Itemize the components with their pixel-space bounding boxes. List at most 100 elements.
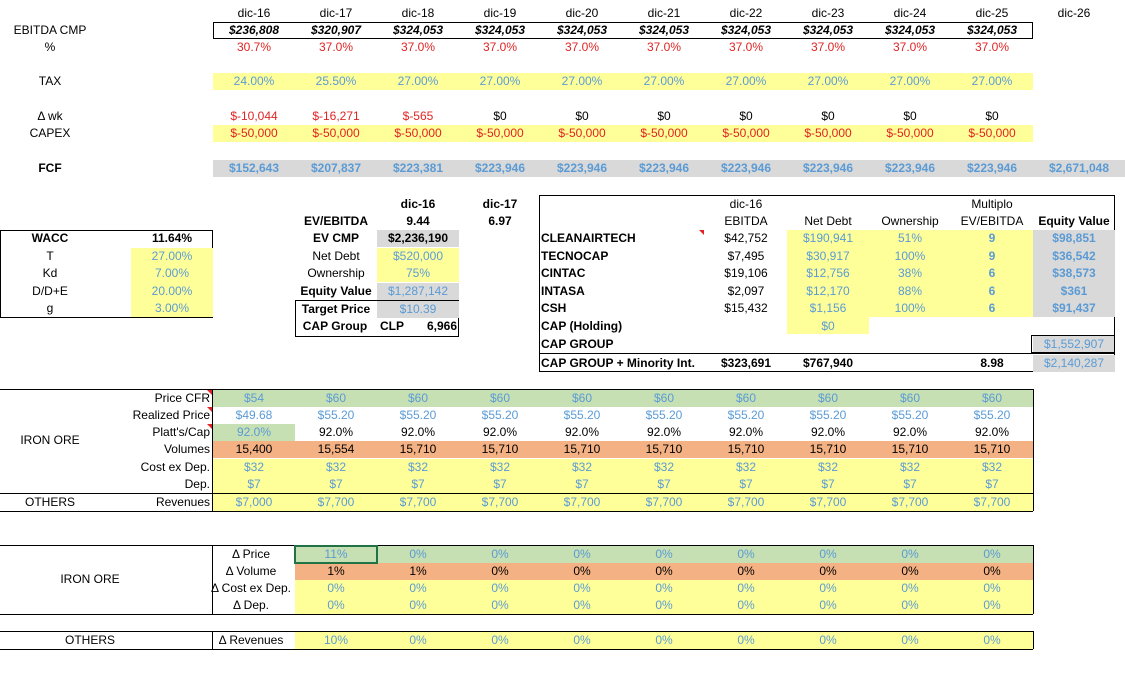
wacc-value[interactable]: 3.00% — [154, 301, 190, 315]
ops-cell-cost[interactable]: $32 — [653, 460, 675, 474]
tax-cell[interactable]: 25.50% — [315, 74, 357, 88]
sens-cell-volume[interactable]: 1% — [409, 564, 427, 578]
tax-cell[interactable]: 27.00% — [889, 74, 931, 88]
sens-cell-cost[interactable]: 0% — [327, 581, 345, 595]
subs-own[interactable]: 88% — [897, 283, 923, 298]
year-header[interactable]: dic-25 — [975, 6, 1009, 20]
fcf-cell[interactable]: $223,946 — [720, 161, 772, 175]
iron-ore-label[interactable]: IRON ORE — [20, 433, 80, 447]
sens-cell-price[interactable]: 0% — [491, 547, 509, 561]
margin-cell[interactable]: 37.0% — [482, 40, 518, 54]
subs-total-ebitda[interactable]: $323,691 — [720, 356, 772, 370]
sens-cell-volume[interactable]: 0% — [737, 564, 755, 578]
wk-cell[interactable]: $0 — [903, 109, 917, 123]
sens-iron-label[interactable]: IRON ORE — [60, 572, 120, 586]
ops-cell-price_cfr[interactable]: $60 — [735, 391, 757, 405]
capex-cell[interactable]: $-50,000 — [230, 126, 278, 140]
row-label-wk[interactable]: Δ wk — [37, 109, 63, 123]
sens-cell-volume[interactable]: 1% — [327, 564, 345, 578]
capex-cell[interactable]: $-50,000 — [968, 126, 1016, 140]
ops-cell-revenues[interactable]: $7,700 — [317, 495, 355, 509]
subs-header[interactable]: Ownership — [881, 214, 939, 228]
ops-cell-price_cfr[interactable]: $60 — [981, 391, 1003, 405]
ops-cell-dep[interactable]: $7 — [657, 477, 671, 491]
wk-cell[interactable]: $-565 — [402, 109, 434, 123]
margin-cell[interactable]: 37.0% — [892, 40, 928, 54]
sens-cell-volume[interactable]: 0% — [573, 564, 591, 578]
margin-cell[interactable]: 37.0% — [646, 40, 682, 54]
sens-cell-dep[interactable]: 0% — [409, 598, 427, 612]
ev-ebitda-value[interactable]: 9.44 — [406, 214, 430, 228]
sens-cell-price[interactable]: 0% — [819, 547, 837, 561]
fcf-cell[interactable]: $207,837 — [310, 161, 362, 175]
ops-cell-realized[interactable]: $55.20 — [973, 408, 1011, 422]
ops-cell-price_cfr[interactable]: $60 — [817, 391, 839, 405]
ebitda-cell[interactable]: $324,053 — [392, 23, 444, 37]
ebitda-cell[interactable]: $236,808 — [228, 23, 280, 37]
sens-cell-revenues[interactable]: 0% — [655, 633, 673, 647]
wk-cell[interactable]: $-16,271 — [312, 109, 360, 123]
sens-label-dep[interactable]: Δ Dep. — [232, 598, 270, 612]
tax-cell[interactable]: 27.00% — [479, 74, 521, 88]
subs-debt[interactable]: $30,917 — [806, 248, 850, 263]
ops-label-platts[interactable]: Platt's/Cap — [152, 425, 210, 439]
ops-cell-price_cfr[interactable]: $54 — [243, 391, 265, 405]
ops-cell-revenues[interactable]: $7,700 — [973, 495, 1011, 509]
ops-cell-volumes[interactable]: 15,710 — [645, 442, 683, 456]
ops-cell-volumes[interactable]: 15,400 — [235, 442, 273, 456]
sens-cell-dep[interactable]: 0% — [901, 598, 919, 612]
subs-own[interactable]: 100% — [894, 301, 926, 315]
sens-cell-cost[interactable]: 0% — [409, 581, 427, 595]
tax-cell[interactable]: 27.00% — [561, 74, 603, 88]
margin-cell[interactable]: 37.0% — [400, 40, 436, 54]
subs-group[interactable]: CAP GROUP — [541, 337, 614, 351]
fcf-cell[interactable]: $2,671,048 — [1048, 161, 1110, 175]
ops-cell-revenues[interactable]: $7,700 — [399, 495, 437, 509]
fcf-cell[interactable]: $223,946 — [638, 161, 690, 175]
ops-cell-price_cfr[interactable]: $60 — [571, 391, 593, 405]
sens-label-volume[interactable]: Δ Volume — [225, 564, 277, 578]
ops-cell-platts[interactable]: 92.0% — [646, 425, 682, 439]
comment-indicator-icon[interactable] — [207, 407, 212, 412]
sens-cell-volume[interactable]: 0% — [901, 564, 919, 578]
sens-cell-price[interactable]: 0% — [409, 547, 427, 561]
ops-cell-revenues[interactable]: $7,700 — [809, 495, 847, 509]
ops-label-revenues[interactable]: Revenues — [155, 495, 210, 509]
subs-mult[interactable]: 9 — [988, 231, 996, 245]
subs-holding-debt[interactable]: $0 — [821, 319, 835, 333]
year-header[interactable]: dic-23 — [811, 6, 845, 20]
ops-cell-revenues[interactable]: $7,700 — [481, 495, 519, 509]
ops-cell-realized[interactable]: $55.20 — [563, 408, 601, 422]
capex-cell[interactable]: $-50,000 — [804, 126, 852, 140]
subs-total[interactable]: CAP GROUP + Minority Int. — [541, 356, 695, 370]
others-label[interactable]: OTHERS — [24, 495, 75, 509]
sens-label-cost[interactable]: Δ Cost ex Dep. — [210, 581, 292, 595]
tax-cell[interactable]: 27.00% — [971, 74, 1013, 88]
year-header[interactable]: dic-20 — [565, 6, 599, 20]
sens-cell-revenues[interactable]: 0% — [573, 633, 591, 647]
ops-cell-revenues[interactable]: $7,700 — [727, 495, 765, 509]
wacc-value[interactable]: 11.64% — [151, 231, 193, 245]
ops-cell-platts[interactable]: 92.0% — [236, 425, 272, 439]
wacc-value[interactable]: 7.00% — [154, 266, 190, 280]
year-header[interactable]: dic-22 — [729, 6, 763, 20]
wk-cell[interactable]: $0 — [739, 109, 753, 123]
ops-cell-dep[interactable]: $7 — [411, 477, 425, 491]
ops-cell-volumes[interactable]: 15,554 — [317, 442, 355, 456]
comment-indicator-icon[interactable] — [207, 390, 212, 395]
sens-cell-dep[interactable]: 0% — [983, 598, 1001, 612]
ops-cell-revenues[interactable]: $7,000 — [235, 495, 273, 509]
ops-cell-realized[interactable]: $55.20 — [809, 408, 847, 422]
ops-cell-volumes[interactable]: 15,710 — [809, 442, 847, 456]
ops-cell-dep[interactable]: $7 — [739, 477, 753, 491]
fcf-cell[interactable]: $223,946 — [474, 161, 526, 175]
capex-cell[interactable]: $-50,000 — [394, 126, 442, 140]
ops-cell-price_cfr[interactable]: $60 — [325, 391, 347, 405]
ops-cell-realized[interactable]: $55.20 — [891, 408, 929, 422]
ops-cell-platts[interactable]: 92.0% — [974, 425, 1010, 439]
fcf-cell[interactable]: $223,946 — [802, 161, 854, 175]
year-header[interactable]: dic-18 — [401, 6, 435, 20]
currency-label[interactable]: CLP — [380, 319, 404, 333]
ops-cell-cost[interactable]: $32 — [243, 460, 265, 474]
ops-label-dep[interactable]: Dep. — [184, 477, 210, 491]
